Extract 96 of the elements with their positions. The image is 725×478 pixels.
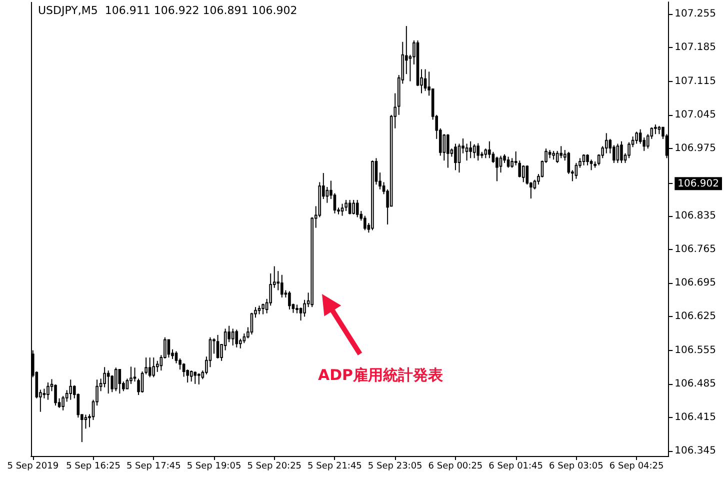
y-tick-label: 107.115 xyxy=(674,76,716,87)
x-tick-label: 5 Sep 17:45 xyxy=(126,462,181,472)
candlestick xyxy=(235,329,238,348)
candlestick xyxy=(114,367,118,392)
candlestick xyxy=(616,143,620,164)
y-tick-label: 106.902 xyxy=(678,178,720,190)
candlestick xyxy=(340,203,344,216)
candlestick xyxy=(326,186,329,204)
x-tick-label: 6 Sep 03:05 xyxy=(549,462,604,472)
x-tick-label: 6 Sep 01:45 xyxy=(488,462,544,472)
candlestick xyxy=(586,154,589,166)
candlestick xyxy=(118,369,122,394)
candlestick xyxy=(533,179,536,190)
y-tick-label: 106.765 xyxy=(674,244,716,255)
candlestick xyxy=(106,370,110,394)
x-tick-label: 5 Sep 16:25 xyxy=(66,462,120,472)
candlestick xyxy=(510,158,514,168)
candlestick xyxy=(42,388,46,399)
y-tick-label: 106.555 xyxy=(674,344,716,356)
candlestick xyxy=(228,325,230,343)
x-tick-label: 5 Sep 21:45 xyxy=(308,462,362,472)
y-tick-label: 106.625 xyxy=(674,311,716,322)
candlestick xyxy=(654,124,657,135)
candlestick xyxy=(216,334,220,359)
candlestick xyxy=(484,148,488,159)
candlestick xyxy=(454,143,457,171)
y-tick-label: 106.485 xyxy=(674,378,716,390)
candlestick xyxy=(84,414,88,430)
candlestick xyxy=(472,144,476,159)
candlestick xyxy=(499,155,502,174)
candlestick xyxy=(574,162,578,180)
candlestick xyxy=(46,382,50,400)
candlestick xyxy=(190,370,193,382)
candlestick xyxy=(242,332,246,344)
candlestick xyxy=(442,134,446,162)
candlestick xyxy=(288,290,291,310)
candlestick xyxy=(194,370,197,384)
candlestick xyxy=(333,192,336,214)
candlestick xyxy=(522,164,525,183)
candlestick xyxy=(198,372,200,385)
candlestick xyxy=(458,143,461,174)
candlestick xyxy=(148,357,152,378)
candlestick xyxy=(303,299,306,318)
candlestick xyxy=(231,328,234,346)
candlestick xyxy=(352,199,355,215)
candlestick xyxy=(167,339,170,358)
x-tick-label: 6 Sep 00:25 xyxy=(428,462,483,472)
candlestick xyxy=(174,350,178,364)
candlestick xyxy=(126,378,129,390)
candlestick xyxy=(638,128,642,144)
y-tick-label: 106.835 xyxy=(674,210,716,222)
candlestick xyxy=(356,199,359,218)
candlestick xyxy=(364,215,366,231)
x-tick-label: 5 Sep 2019 xyxy=(7,462,59,472)
candlestick xyxy=(182,362,186,378)
candlestick xyxy=(590,159,593,171)
x-tick-label: 5 Sep 20:25 xyxy=(247,462,302,472)
candlestick xyxy=(488,140,491,159)
candlestick xyxy=(103,366,106,388)
candlestick xyxy=(469,140,472,159)
candlestick xyxy=(506,156,510,168)
candlestick xyxy=(567,151,570,174)
candlestick xyxy=(262,303,264,315)
candlestick xyxy=(424,68,427,92)
y-tick-label: 106.975 xyxy=(674,143,716,154)
candlestick xyxy=(582,154,586,166)
candlestick xyxy=(476,142,480,162)
candlestick xyxy=(496,156,498,182)
candlestick xyxy=(62,395,64,411)
candlestick xyxy=(556,150,559,164)
candlestick xyxy=(348,199,352,215)
x-tick-label: 5 Sep 23:05 xyxy=(368,462,422,472)
candlestick xyxy=(620,140,623,164)
chart-title: USDJPY,M5 106.911 106.922 106.891 106.902 xyxy=(38,4,298,17)
candlestick xyxy=(250,312,254,335)
candlestick xyxy=(280,274,284,298)
y-tick-label: 106.415 xyxy=(674,412,716,424)
candlestick xyxy=(604,132,608,154)
y-tick-label: 107.255 xyxy=(674,8,716,20)
candlestick xyxy=(299,307,302,322)
annotation: ADP雇用統計発表 xyxy=(318,366,444,385)
candlestick xyxy=(560,146,563,159)
candlestick xyxy=(69,379,72,400)
candlestick xyxy=(628,142,630,159)
candlestick xyxy=(446,134,450,168)
candlestick xyxy=(465,143,468,162)
y-tick-label: 107.185 xyxy=(674,42,716,54)
candlestick xyxy=(152,357,156,378)
candlestick xyxy=(140,370,144,394)
x-tick-label: 6 Sep 04:25 xyxy=(609,462,664,472)
y-tick-label: 106.345 xyxy=(674,446,716,457)
y-tick-label: 106.695 xyxy=(674,278,716,289)
y-tick-label: 107.045 xyxy=(674,109,716,120)
candlestick xyxy=(635,131,638,144)
candlestick xyxy=(276,270,280,291)
x-tick-label: 5 Sep 19:05 xyxy=(186,462,242,472)
